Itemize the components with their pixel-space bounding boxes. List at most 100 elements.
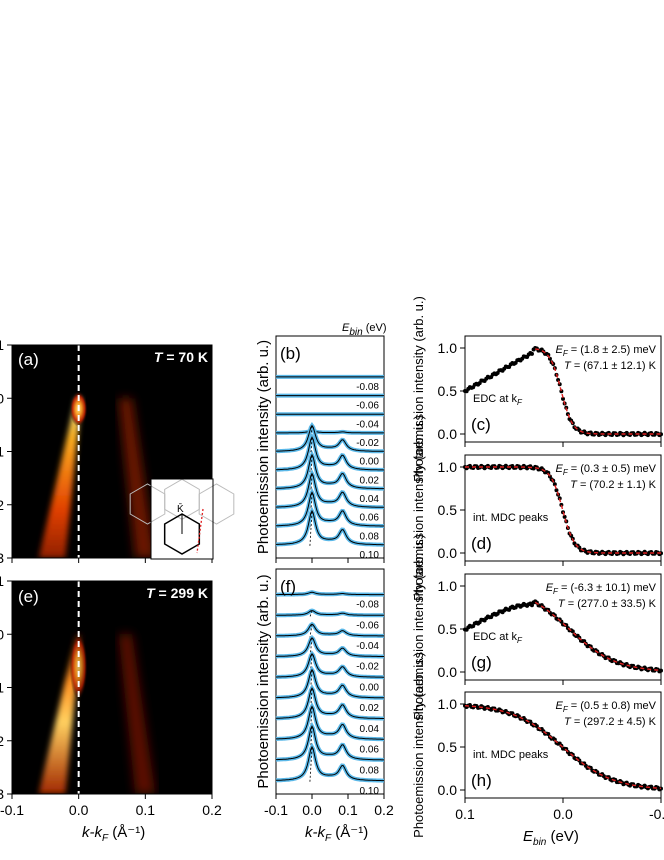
panel-h: 0.0 0.5 1.0 (h) int. MDC peaks EF = (0.5 ± 0.… [438, 691, 664, 848]
data-point [562, 514, 567, 519]
mdc-fit [276, 610, 384, 616]
y-tick-label: 0.1 [0, 444, 4, 460]
y-tick-label: 1.0 [438, 340, 458, 356]
plot-frame [464, 454, 662, 562]
series-label: -0.04 [356, 419, 379, 430]
plot-frame [464, 335, 662, 443]
fermi-fit [464, 705, 662, 789]
ef-value: EF = (0.3 ± 0.5) meV [555, 463, 656, 477]
brillouin-zone-inset: K̄ [129, 478, 235, 560]
x-tick-label: 0.1 [455, 806, 475, 822]
y-tick-label: 1.0 [438, 459, 458, 475]
mdc-fit [276, 623, 384, 637]
y-axis-label: Photoemission intensity (arb. u.) [411, 296, 426, 482]
panel-c: 0.0 0.5 1.0 (c) EDC at kF EF = (1.8 ± 2.5) me… [438, 335, 663, 447]
cut-line [196, 508, 204, 554]
series-label: -0.08 [356, 600, 379, 611]
data-point [659, 668, 663, 673]
mdc-fit [276, 668, 384, 699]
x-axis-label: Ebin (eV) [523, 828, 579, 848]
mdc-fit [276, 637, 384, 657]
heatmap-background [12, 581, 212, 794]
series-label: 0.00 [360, 682, 380, 693]
series-label: 0.04 [360, 494, 380, 505]
mdc-fit [276, 725, 384, 761]
panel-b: -0.08 -0.06 -0.04 -0.02 0.00 0.02 0.04 0.06 0.08… [255, 322, 387, 563]
main-band [38, 398, 82, 558]
mdc-fit [276, 436, 385, 471]
annotation: int. MDC peaks [473, 512, 549, 524]
neighbor-zone [129, 483, 166, 525]
series-label: 0.06 [360, 513, 380, 524]
y-tick-label: 0.0 [438, 545, 458, 561]
series-label: 0.00 [360, 457, 380, 468]
series-label: 0.10 [360, 550, 380, 561]
ef-value: EF = (-6.3 ± 10.1) meV [546, 582, 657, 596]
annotation: EDC at kF [473, 393, 523, 407]
y-tick-label: -0.1 [0, 573, 4, 589]
y-axis-label: Photoemission intensity (arb. u.) [255, 340, 272, 554]
y-tick-label: 0.0 [0, 626, 4, 642]
x-tick-label: 0.0 [553, 806, 573, 822]
t-value: T = (277.0 ± 33.5) K [558, 598, 657, 610]
series-label: 0.08 [360, 765, 380, 776]
panel-d: 0.0 0.5 1.0 (d) int. MDC peaks EF = (0.3 ± 0.… [438, 454, 663, 566]
mdc-fit [276, 652, 384, 678]
panel-a-temperature: T = 70 K [154, 349, 208, 365]
panel-g: 0.0 0.5 1.0 (g) EDC at kF EF = (-6.3 ± 10.1) … [438, 573, 663, 685]
x-tick-label: 0.2 [374, 802, 394, 818]
panel-label: (g) [471, 653, 492, 672]
series-label: -0.04 [356, 641, 379, 652]
secondary-band [118, 398, 156, 558]
data-point [529, 351, 534, 356]
y-tick-label: 0.5 [438, 502, 458, 518]
y-tick-label: 0.2 [0, 497, 4, 513]
t-value: T = (297.2 ± 4.5) K [564, 716, 657, 728]
ef-value: EF = (0.5 ± 0.8) meV [555, 700, 656, 714]
mdc-fit [276, 509, 384, 546]
mdc-fit [275, 687, 384, 719]
plot-frame [464, 573, 662, 681]
y-axis-label: Photoemission intensity (arb. u.) [411, 652, 426, 838]
series-label: 0.04 [360, 724, 380, 735]
y-tick-label: 0.0 [438, 426, 458, 442]
brillouin-zone [163, 513, 201, 555]
x-tick-label: 0.0 [69, 802, 89, 818]
y-tick-label: -0.1 [0, 337, 4, 353]
x-tick-label: -0.1 [264, 802, 288, 818]
y-tick-label: 0.3 [0, 786, 4, 802]
t-value: T = (67.1 ± 12.1) K [564, 360, 657, 372]
fermi-fit [534, 601, 662, 671]
panel-label: (f) [280, 577, 296, 596]
y-axis-label: Photoemission intensity (arb. u.) [411, 534, 426, 720]
series-label: -0.02 [356, 662, 379, 673]
series-label: -0.06 [356, 620, 379, 631]
data-point [659, 432, 663, 437]
series-label: 0.06 [360, 745, 380, 756]
peak-marker [309, 610, 313, 618]
annotation: EDC at kF [473, 631, 523, 645]
mdc-fit [276, 705, 384, 740]
y-tick-label: 0.5 [438, 621, 458, 637]
mdc-fit [276, 745, 384, 782]
series-label: 0.02 [360, 475, 380, 486]
secondary-band [118, 634, 156, 794]
panel-label: (c) [471, 415, 491, 434]
series-label: -0.08 [356, 382, 379, 393]
y-tick-label: 0.3 [0, 550, 4, 566]
x-tick-label: -0.1 [649, 806, 664, 822]
y-tick-label: 1.0 [438, 696, 458, 712]
panel-f: -0.08 -0.06 -0.04 -0.02 0.00 0.02 0.04 0.06 0.08… [255, 568, 394, 844]
y-tick-label: 0.5 [438, 739, 458, 755]
data-point [559, 502, 564, 507]
y-tick-label: 0.0 [438, 782, 458, 798]
data-point [554, 488, 559, 493]
peak-marker [309, 747, 313, 783]
energy-header: Ebin (eV) [342, 322, 387, 338]
series-label: 0.08 [360, 531, 380, 542]
x-tick-label: 0.2 [202, 802, 222, 818]
y-axis-label: Photoemission intensity (arb. u.) [255, 574, 272, 788]
mdc-fit [276, 491, 384, 527]
panel-e-temperature: T = 299 K [146, 585, 208, 601]
